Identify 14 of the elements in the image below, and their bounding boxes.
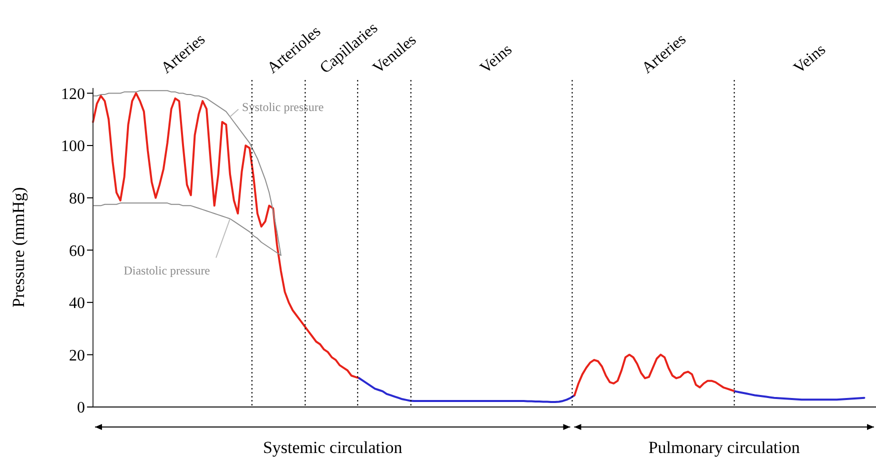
y-tick-label: 40 — [69, 295, 85, 312]
y-tick-label: 20 — [69, 347, 85, 364]
y-tick-label: 100 — [61, 138, 85, 156]
y-tick-label: 60 — [69, 242, 85, 260]
text: Veins — [477, 41, 516, 78]
text: Diastolic pressure — [124, 264, 210, 278]
series-label: Systolic pressure — [242, 100, 324, 114]
y-tick-label: 0 — [77, 400, 85, 417]
text: Pulmonary circulation — [648, 438, 800, 457]
y-tick-label: 120 — [61, 86, 85, 103]
y-axis-title: Pressure (mmHg) — [9, 187, 28, 308]
text: Systemic circulation — [262, 438, 402, 457]
y-tick-label: 80 — [69, 190, 85, 208]
text: Veins — [790, 41, 829, 78]
